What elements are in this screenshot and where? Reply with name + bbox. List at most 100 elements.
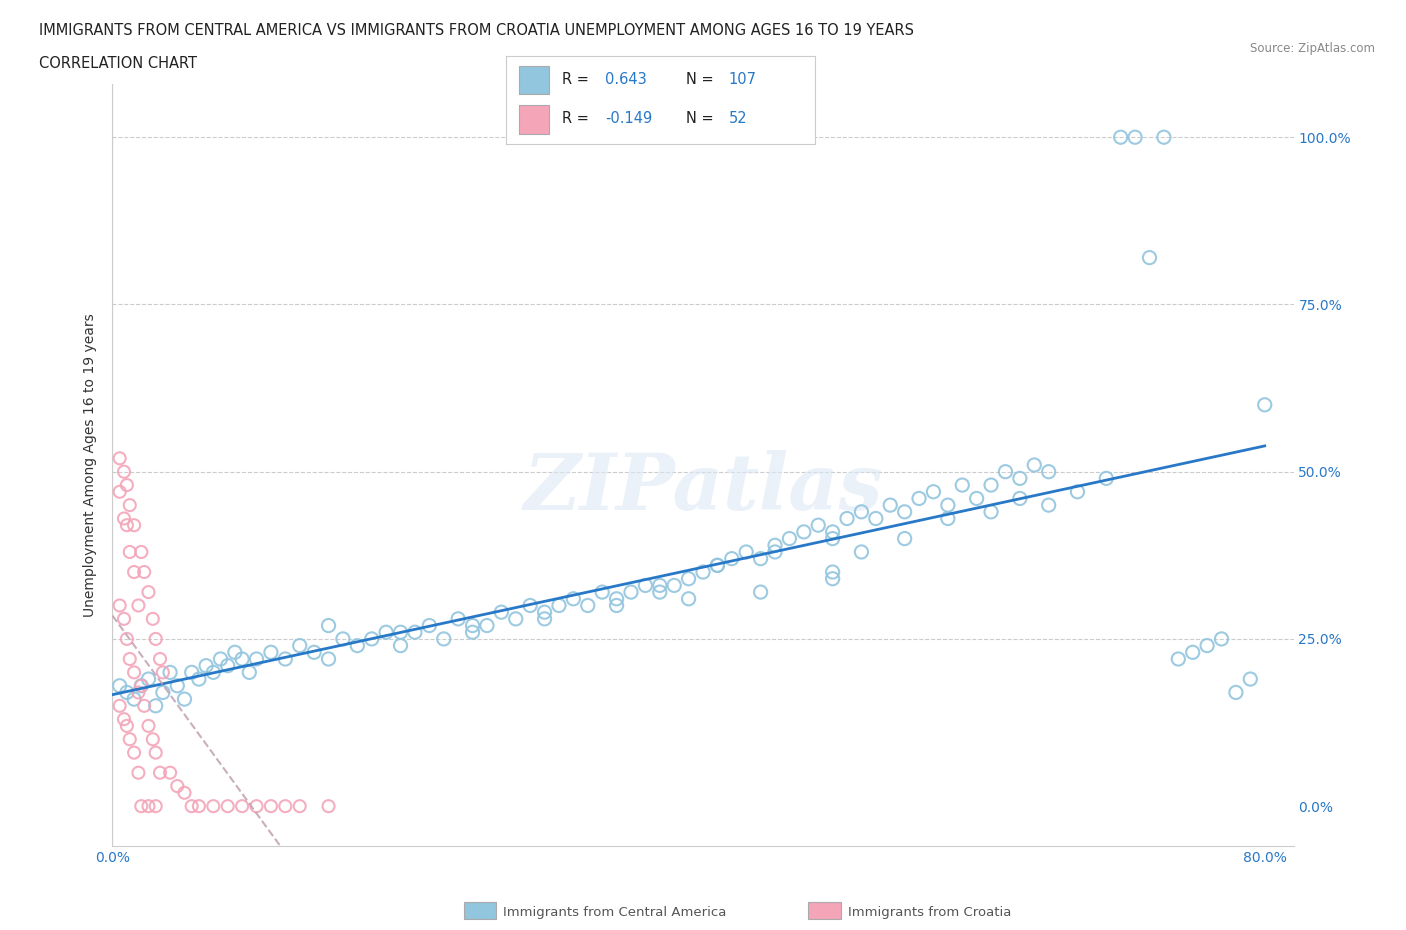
Point [893,531,915,546]
Point [231,652,253,667]
Point [519,598,541,613]
Point [145,698,167,713]
Point [433,631,456,646]
Point [115,719,138,734]
Point [447,611,470,626]
Point [118,732,141,747]
Point [879,498,901,512]
Point [332,631,354,646]
Point [893,504,915,519]
Point [375,625,398,640]
Point [115,518,138,533]
Point [187,671,209,686]
Point [145,631,167,646]
Point [129,799,152,814]
Text: -0.149: -0.149 [605,112,652,126]
Point [821,571,844,586]
Point [202,799,225,814]
Point [159,765,181,780]
Point [318,618,340,633]
Point [145,745,167,760]
Point [245,652,267,667]
Point [533,611,555,626]
Point [288,638,311,653]
Point [112,611,135,626]
Point [966,491,988,506]
Point [1239,671,1261,686]
Point [115,685,138,700]
Text: 52: 52 [728,112,748,126]
Point [1024,458,1046,472]
Point [112,512,135,526]
Text: 107: 107 [728,72,756,86]
Point [138,799,160,814]
Point [108,451,131,466]
Y-axis label: Unemployment Among Ages 16 to 19 years: Unemployment Among Ages 16 to 19 years [83,313,97,617]
Point [180,799,202,814]
Point [1181,644,1204,659]
Point [108,678,131,693]
Point [274,652,297,667]
Text: IMMIGRANTS FROM CENTRAL AMERICA VS IMMIGRANTS FROM CROATIA UNEMPLOYMENT AMONG AG: IMMIGRANTS FROM CENTRAL AMERICA VS IMMIG… [39,23,914,38]
Point [1254,397,1277,412]
Point [108,698,131,713]
Text: R =: R = [562,112,593,126]
Point [648,578,671,592]
Point [648,585,671,600]
Point [122,565,145,579]
Point [778,531,800,546]
Point [1008,471,1031,485]
Point [1153,130,1175,145]
Point [138,671,160,686]
Point [122,665,145,680]
Point [318,799,340,814]
Point [209,652,232,667]
Point [108,485,131,499]
Point [195,658,218,673]
Point [664,578,686,592]
Point [122,692,145,707]
Point [1197,638,1219,653]
Point [591,585,613,600]
Point [302,644,325,659]
Point [127,685,149,700]
Point [821,531,844,546]
Point [166,778,188,793]
Point [548,598,571,613]
Point [152,665,174,680]
Point [620,585,643,600]
Text: Immigrants from Central America: Immigrants from Central America [503,906,727,919]
Point [865,512,887,526]
Point [145,799,167,814]
Point [936,498,959,512]
Point [118,498,141,512]
Point [149,652,172,667]
Point [260,799,283,814]
Point [389,625,412,640]
Point [763,545,786,560]
Point [835,512,858,526]
Point [678,591,700,606]
Point [908,491,931,506]
Point [491,604,513,619]
Point [720,551,742,566]
Point [793,525,815,539]
Point [980,478,1002,493]
Point [115,631,138,646]
Point [112,711,135,726]
Point [127,765,149,780]
Point [245,799,267,814]
Point [950,478,973,493]
Point [980,504,1002,519]
Point [187,799,209,814]
Point [122,518,145,533]
Point [994,464,1017,479]
Point [180,665,202,680]
Point [118,652,141,667]
Point [505,611,527,626]
Point [389,638,412,653]
Point [763,538,786,552]
Point [678,571,700,586]
Point [318,652,340,667]
Point [922,485,945,499]
